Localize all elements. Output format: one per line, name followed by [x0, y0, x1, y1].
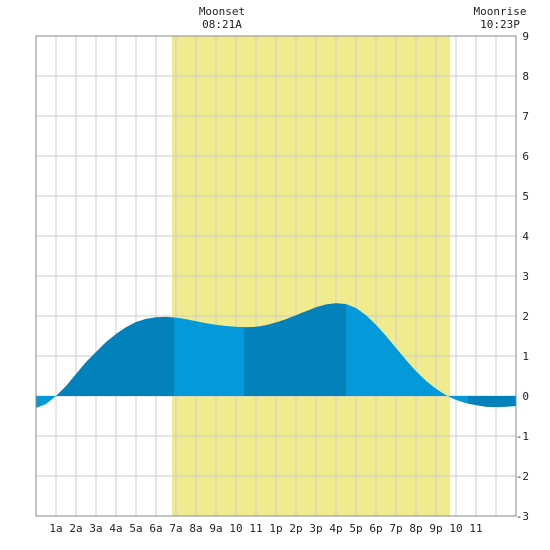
moonrise-annotation: Moonrise 10:23P — [474, 5, 527, 31]
x-tick-label: 11 — [249, 522, 262, 535]
x-tick-label: 4a — [109, 522, 122, 535]
tide-segment — [56, 316, 174, 396]
x-tick-label: 5a — [129, 522, 142, 535]
y-tick-label: 8 — [522, 70, 529, 83]
x-tick-label: 1p — [269, 522, 282, 535]
x-tick-label: 10 — [449, 522, 462, 535]
x-tick-label: 11 — [469, 522, 482, 535]
x-tick-label: 6a — [149, 522, 162, 535]
y-tick-label: 5 — [522, 190, 529, 203]
x-tick-label: 6p — [369, 522, 382, 535]
moonrise-time: 10:23P — [480, 18, 520, 31]
y-tick-labels: 9 8 7 6 5 4 3 2 1 0 -1 -2 -3 — [516, 30, 530, 523]
y-tick-label: -1 — [516, 430, 529, 443]
x-tick-label: 8p — [409, 522, 422, 535]
moonset-label: Moonset — [199, 5, 245, 18]
y-tick-label: 2 — [522, 310, 529, 323]
x-tick-label: 4p — [329, 522, 342, 535]
moonset-annotation: Moonset 08:21A — [199, 5, 245, 31]
tide-segment — [244, 303, 346, 396]
x-tick-label: 2a — [69, 522, 82, 535]
x-tick-label: 2p — [289, 522, 302, 535]
y-tick-label: -3 — [516, 510, 529, 523]
tide-area-layer — [36, 303, 516, 408]
x-tick-label: 7a — [169, 522, 182, 535]
tide-segment — [346, 304, 468, 404]
x-tick-label: 9p — [429, 522, 442, 535]
moonset-time: 08:21A — [202, 18, 242, 31]
y-tick-label: 9 — [522, 30, 529, 43]
y-tick-label: 4 — [522, 230, 529, 243]
grid-lines — [36, 36, 516, 516]
y-tick-label: 3 — [522, 270, 529, 283]
x-tick-label: 3a — [89, 522, 102, 535]
y-tick-label: 0 — [522, 390, 529, 403]
x-tick-label: 10 — [229, 522, 242, 535]
x-tick-labels: 1a 2a 3a 4a 5a 6a 7a 8a 9a 10 11 1p 2p 3p 4p 5p 6p 7p 8p 9p… — [49, 522, 482, 535]
x-tick-label: 7p — [389, 522, 402, 535]
tide-segment — [468, 396, 516, 408]
x-tick-label: 8a — [189, 522, 202, 535]
tide-segment — [36, 396, 56, 408]
y-tick-label: 7 — [522, 110, 529, 123]
x-tick-label: 3p — [309, 522, 322, 535]
plot-border — [35, 35, 517, 517]
y-tick-label: 1 — [522, 350, 529, 363]
y-tick-label: -2 — [516, 470, 529, 483]
x-tick-label: 9a — [209, 522, 222, 535]
moonrise-label: Moonrise — [474, 5, 527, 18]
y-tick-label: 6 — [522, 150, 529, 163]
x-tick-label: 5p — [349, 522, 362, 535]
tide-segment — [174, 317, 244, 396]
x-tick-label: 1a — [49, 522, 62, 535]
